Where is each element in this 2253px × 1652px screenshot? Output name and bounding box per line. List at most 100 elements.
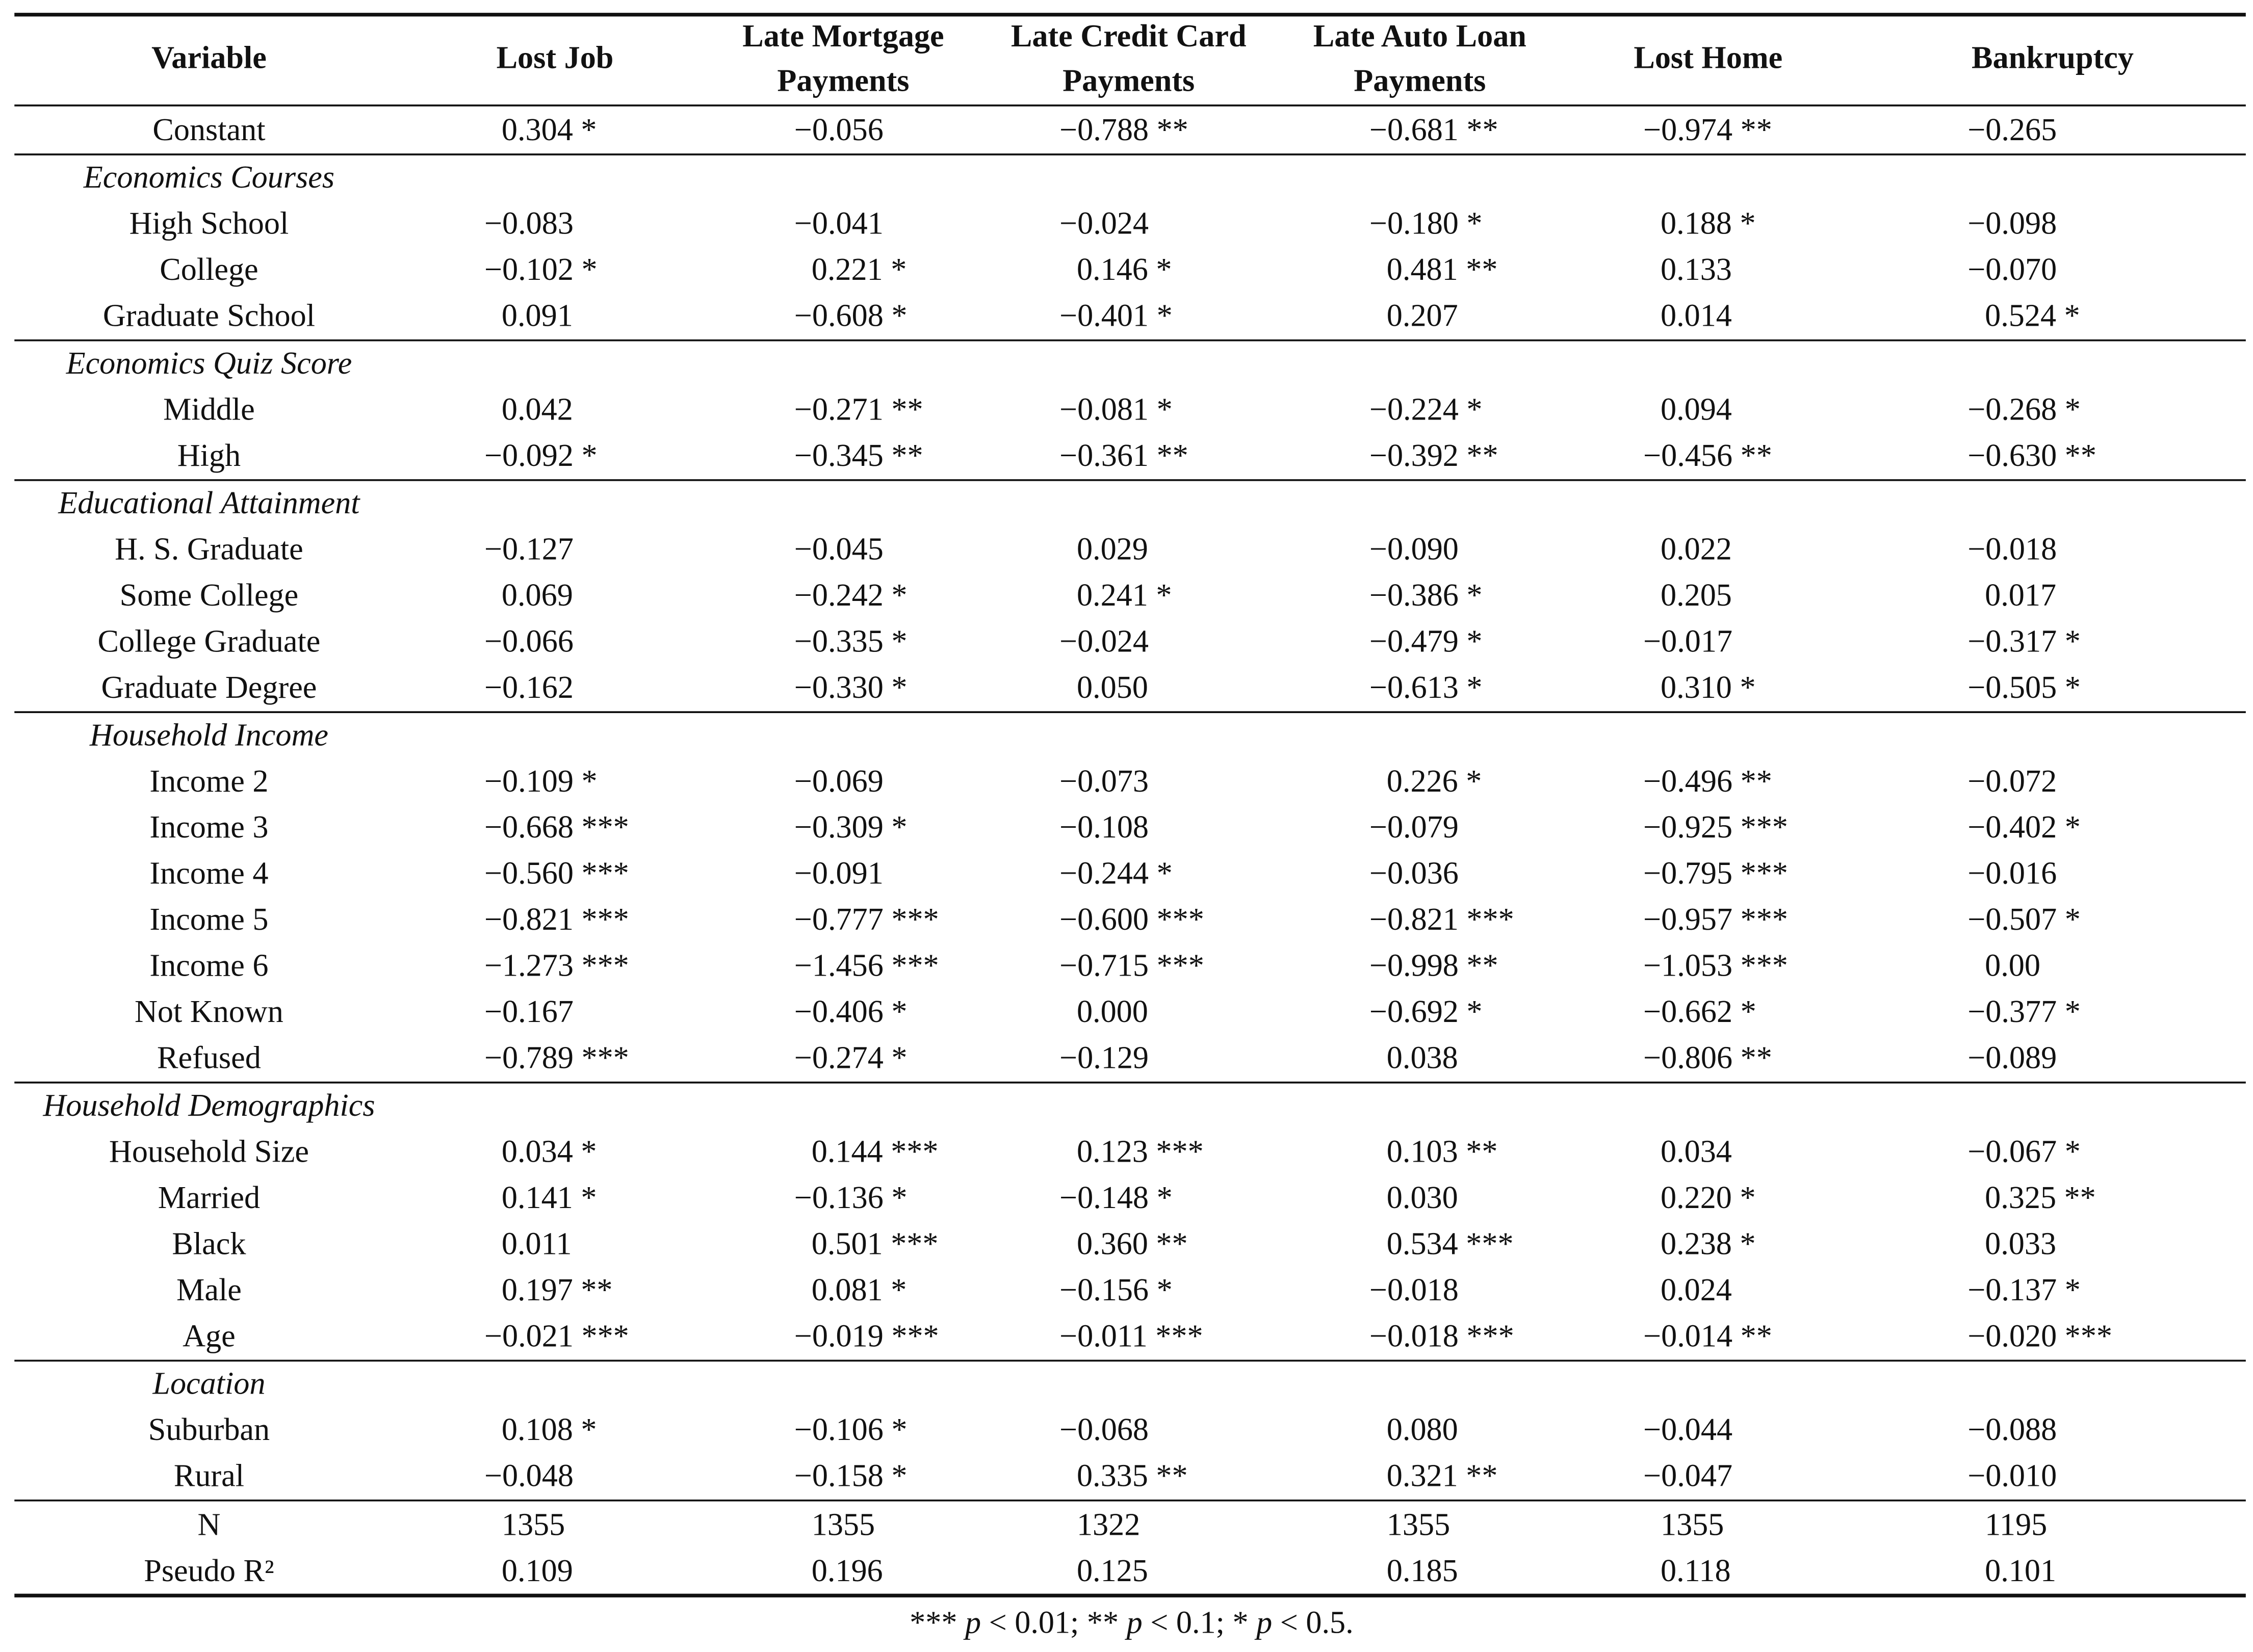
cell-value: −0.317 * <box>1967 624 2081 659</box>
group-title: Location <box>152 1367 265 1401</box>
footnote-part: < 0.1; * <box>1143 1606 1256 1640</box>
column-header: Bankruptcy <box>1972 40 2134 75</box>
cell-value: −0.386 * <box>1369 578 1483 613</box>
cell-value: −0.148 * <box>1059 1181 1173 1215</box>
cell-value: 0.197 ** <box>502 1273 613 1307</box>
row-label: Constant <box>152 113 265 147</box>
cell-value: −0.137 * <box>1967 1273 2081 1307</box>
cell-value: 0.241 * <box>1077 578 1172 613</box>
cell-value: 0.038 <box>1387 1041 1458 1076</box>
cell-value: −0.406 * <box>794 994 908 1029</box>
cell-value: 0.042 <box>502 392 573 427</box>
cell-value: −0.127 <box>484 532 574 567</box>
row-label: College Graduate <box>98 624 321 659</box>
cell-value: −0.156 * <box>1059 1273 1173 1307</box>
column-header: Late Mortgage <box>742 19 944 54</box>
cell-value: −0.777 *** <box>794 902 939 937</box>
cell-value: 1355 <box>502 1508 565 1542</box>
cell-value: 0.501 *** <box>812 1226 939 1261</box>
cell-value: −0.608 * <box>794 299 908 333</box>
cell-value: 0.091 <box>502 299 573 333</box>
cell-value: 0.321 ** <box>1387 1459 1498 1493</box>
cell-value: −0.021 *** <box>484 1319 629 1353</box>
cell-value: −0.268 * <box>1967 392 2081 427</box>
cell-value: 0.034 * <box>502 1134 597 1169</box>
cell-value: 0.024 <box>1661 1273 1732 1307</box>
cell-value: −0.401 * <box>1059 299 1173 333</box>
cell-value: 0.133 <box>1661 252 1732 287</box>
cell-value: −0.560 *** <box>484 856 629 891</box>
cell-value: −0.106 * <box>794 1412 908 1447</box>
cell-value: −0.402 * <box>1967 810 2081 845</box>
column-header: Late Credit Card <box>1011 19 1247 54</box>
footnote-part: p <box>1254 1606 1272 1640</box>
cell-value: −0.925 *** <box>1643 810 1788 845</box>
cell-value: −0.668 *** <box>484 810 629 845</box>
column-header: Lost Job <box>497 40 614 75</box>
cell-value: 0.011 <box>502 1226 572 1261</box>
cell-value: 1355 <box>812 1508 875 1542</box>
cell-value: −0.018 *** <box>1369 1319 1514 1353</box>
cell-value: 0.220 * <box>1661 1181 1756 1215</box>
cell-value: −0.167 <box>484 994 574 1029</box>
cell-value: −1.053 *** <box>1643 949 1788 983</box>
cell-value: −0.024 <box>1059 206 1149 241</box>
cell-value: −1.456 *** <box>794 949 939 983</box>
row-label: Graduate Degree <box>101 670 317 705</box>
cell-value: −0.091 <box>794 856 884 891</box>
cell-value: 0.108 * <box>502 1412 597 1447</box>
cell-value: −0.681 ** <box>1369 113 1498 147</box>
cell-value: 0.118 <box>1661 1554 1731 1588</box>
cell-value: −0.136 * <box>794 1181 908 1215</box>
cell-value: 0.069 <box>502 578 573 613</box>
row-label: Graduate School <box>103 299 315 333</box>
cell-value: 0.534 *** <box>1387 1226 1514 1261</box>
cell-value: −0.630 ** <box>1967 438 2096 473</box>
cell-value: 0.221 * <box>812 252 907 287</box>
cell-value: −0.020 *** <box>1967 1319 2112 1353</box>
row-label: Not Known <box>135 994 283 1029</box>
column-header: Payments <box>1063 64 1195 98</box>
group-title: Educational Attainment <box>58 486 360 520</box>
cell-value: −0.244 * <box>1059 856 1173 891</box>
cell-value: −0.715 *** <box>1059 949 1204 983</box>
row-label: High School <box>130 206 289 241</box>
cell-value: 0.050 <box>1077 670 1148 705</box>
cell-value: 0.238 * <box>1661 1226 1756 1261</box>
cell-value: 0.033 <box>1985 1226 2056 1261</box>
cell-value: −0.998 ** <box>1369 949 1498 983</box>
cell-value: −0.600 *** <box>1059 902 1204 937</box>
cell-value: −0.016 <box>1967 856 2057 891</box>
cell-value: 0.226 * <box>1387 764 1482 799</box>
cell-value: −0.507 * <box>1967 902 2081 937</box>
cell-value: −0.180 * <box>1369 206 1483 241</box>
row-label: Married <box>158 1181 260 1215</box>
column-header: Payments <box>777 64 909 98</box>
cell-value: −0.041 <box>794 206 884 241</box>
row-label: Age <box>183 1319 236 1353</box>
cell-value: −0.309 * <box>794 810 908 845</box>
footnote-part: *** <box>910 1606 965 1640</box>
cell-value: −0.957 *** <box>1643 902 1788 937</box>
cell-value: −0.392 ** <box>1369 438 1498 473</box>
cell-value: −0.068 <box>1059 1412 1149 1447</box>
cell-value: −0.795 *** <box>1643 856 1788 891</box>
cell-value: −0.079 <box>1369 810 1459 845</box>
cell-value: 0.000 <box>1077 994 1148 1029</box>
cell-value: −0.056 <box>794 113 884 147</box>
row-label: Black <box>172 1226 246 1261</box>
cell-value: −0.088 <box>1967 1412 2057 1447</box>
cell-value: 0.524 * <box>1985 299 2080 333</box>
cell-value: −0.011 *** <box>1059 1319 1203 1353</box>
cell-value: −0.010 <box>1967 1459 2057 1493</box>
cell-value: −0.345 ** <box>794 438 923 473</box>
cell-value: −0.066 <box>484 624 574 659</box>
cell-value: −0.479 * <box>1369 624 1483 659</box>
cell-value: −0.024 <box>1059 624 1149 659</box>
cell-value: 1195 <box>1985 1508 2047 1542</box>
row-label: College <box>160 252 258 287</box>
cell-value: −0.974 ** <box>1643 113 1772 147</box>
cell-value: −0.018 <box>1369 1273 1459 1307</box>
row-label: Income 2 <box>149 764 268 799</box>
